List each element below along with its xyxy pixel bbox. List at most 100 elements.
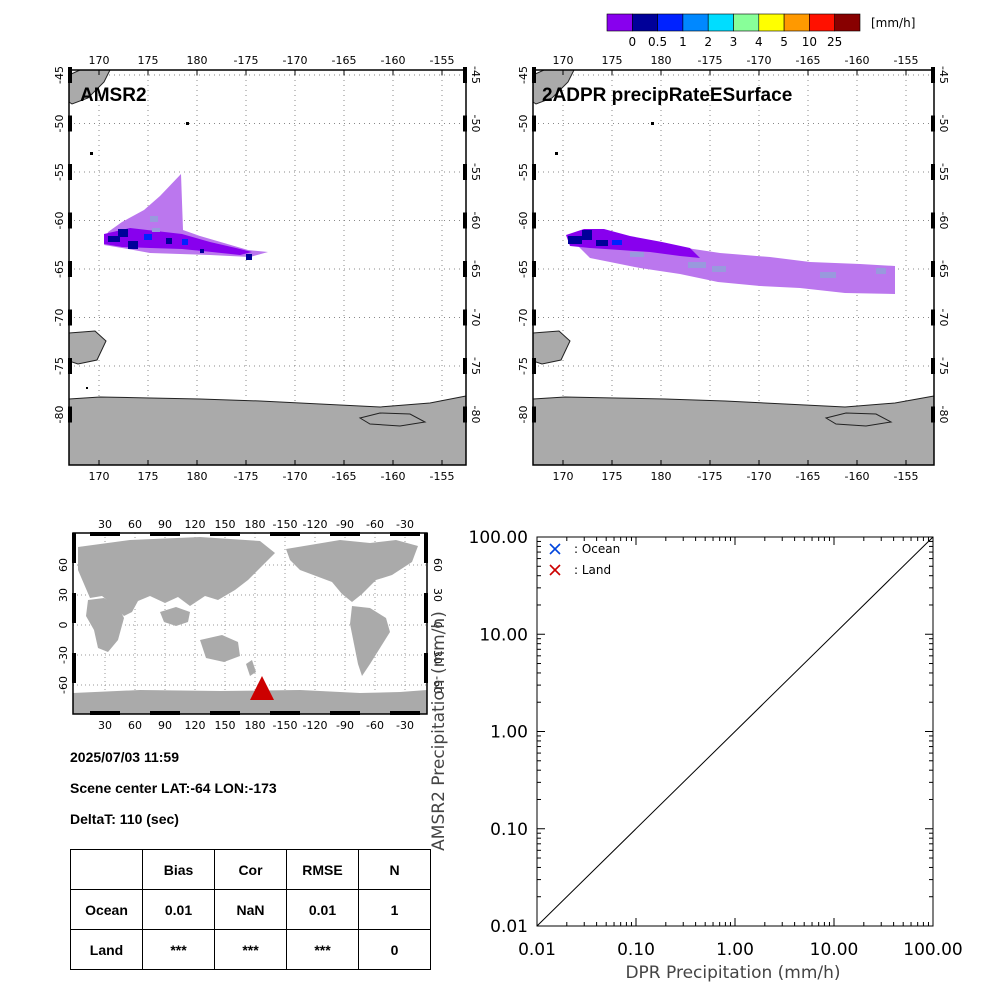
stats-header-cell: RMSE bbox=[286, 849, 359, 890]
y-axis-label: AMSR2 Precipitation (mm/h) bbox=[429, 611, 449, 851]
lon-tick-label: -155 bbox=[430, 470, 455, 483]
dpr-map: 2ADPR precipRateESurface 170 175 180 -175 -1… bbox=[517, 54, 950, 483]
delta-t: DeltaT: 110 (sec) bbox=[70, 811, 179, 827]
stats-header-cell: Cor bbox=[214, 849, 287, 890]
lat-tick-label: -70 bbox=[937, 309, 950, 327]
dpr-precip-swath bbox=[566, 229, 895, 294]
world-lat-tick-label: 30 bbox=[431, 588, 444, 602]
colorbar-label: 0 bbox=[628, 35, 636, 49]
colorbar-label: 2 bbox=[704, 35, 712, 49]
amsr2-map-title: AMSR2 bbox=[80, 85, 147, 106]
stats-cell: 0.01 bbox=[142, 889, 215, 930]
lon-tick-label: -165 bbox=[796, 54, 821, 67]
world-lon-tick-label: -120 bbox=[303, 719, 328, 732]
lat-tick-label: -55 bbox=[517, 163, 530, 181]
scatter-plot: 0.01 0.10 1.00 10.00 100.00 0.01 0.10 1.00 10.0… bbox=[429, 528, 963, 983]
dpr-map-title: 2ADPR precipRateESurface bbox=[542, 85, 792, 106]
world-lon-tick-label: -30 bbox=[396, 518, 414, 531]
stats-cell: 1 bbox=[358, 889, 431, 930]
lon-tick-label: 180 bbox=[651, 54, 672, 67]
lat-tick-label: -60 bbox=[937, 212, 950, 230]
y-tick-label: 0.10 bbox=[490, 820, 528, 840]
world-lon-tick-label: -90 bbox=[336, 719, 354, 732]
world-lon-tick-label: -150 bbox=[273, 518, 298, 531]
colorbar-swatch bbox=[606, 13, 633, 32]
lon-tick-label: -155 bbox=[430, 54, 455, 67]
world-lat-tick-label: 60 bbox=[57, 558, 70, 572]
world-lon-tick-label: 90 bbox=[158, 518, 172, 531]
lat-tick-label: -70 bbox=[469, 309, 482, 327]
lat-tick-label: -45 bbox=[469, 66, 482, 84]
lon-tick-label: 170 bbox=[553, 470, 574, 483]
world-land bbox=[73, 537, 427, 714]
world-lon-tick-label: 30 bbox=[98, 518, 112, 531]
lon-tick-label: -165 bbox=[796, 470, 821, 483]
lon-tick-label: 170 bbox=[89, 54, 110, 67]
lat-tick-label: -45 bbox=[937, 66, 950, 84]
lat-tick-label: -45 bbox=[517, 66, 530, 84]
lon-tick-label: -175 bbox=[234, 470, 259, 483]
world-lat-tick-label: 0 bbox=[431, 622, 444, 629]
world-lon-tick-label: -120 bbox=[303, 518, 328, 531]
lon-tick-label: -170 bbox=[747, 54, 772, 67]
y-tick-label: 100.00 bbox=[469, 528, 528, 548]
stats-header-cell: N bbox=[358, 849, 431, 890]
world-lat-tick-label: 60 bbox=[431, 558, 444, 572]
world-lon-tick-label: -30 bbox=[396, 719, 414, 732]
lon-tick-label: -170 bbox=[283, 470, 308, 483]
colorbar-label: 0.5 bbox=[648, 35, 667, 49]
stats-row-ocean: Ocean 0.01 NaN 0.01 1 bbox=[70, 889, 431, 930]
lat-tick-label: -70 bbox=[517, 309, 530, 327]
stats-cell: Land bbox=[70, 929, 143, 970]
colorbar-swatch bbox=[733, 13, 760, 32]
x-tick-label: 100.00 bbox=[903, 940, 962, 960]
world-lat-tick-label: -60 bbox=[431, 676, 444, 694]
y-tick-label: 1.00 bbox=[490, 723, 528, 743]
colorbar-swatch bbox=[631, 13, 658, 32]
colorbar-label: 3 bbox=[730, 35, 738, 49]
lon-tick-label: -175 bbox=[698, 54, 723, 67]
stats-header-cell bbox=[70, 849, 143, 890]
lat-tick-label: -65 bbox=[53, 260, 66, 278]
world-lon-tick-label: 150 bbox=[215, 719, 236, 732]
world-lon-tick-label: -60 bbox=[366, 719, 384, 732]
x-tick-label: 0.10 bbox=[617, 940, 655, 960]
lat-tick-label: -80 bbox=[53, 406, 66, 424]
lat-tick-label: -65 bbox=[469, 260, 482, 278]
lon-tick-label: 180 bbox=[187, 470, 208, 483]
x-tick-label: 1.00 bbox=[716, 940, 754, 960]
lat-tick-label: -75 bbox=[469, 357, 482, 375]
world-lon-tick-label: -150 bbox=[273, 719, 298, 732]
lon-tick-label: 170 bbox=[89, 470, 110, 483]
antarctica-land bbox=[532, 69, 935, 466]
legend-label: : Land bbox=[574, 563, 611, 577]
lon-tick-label: -160 bbox=[845, 470, 870, 483]
colorbar-swatch bbox=[657, 13, 684, 32]
colorbar-swatch bbox=[682, 13, 709, 32]
colorbar-swatch bbox=[783, 13, 810, 32]
stats-header-cell: Bias bbox=[142, 849, 215, 890]
colorbar-unit: [mm/h] bbox=[871, 16, 915, 30]
legend-marker-stroke bbox=[549, 543, 561, 555]
lon-tick-label: 180 bbox=[187, 54, 208, 67]
stats-row-land: Land *** *** *** 0 bbox=[70, 929, 431, 970]
lon-tick-label: 175 bbox=[602, 470, 623, 483]
lon-tick-label: -165 bbox=[332, 470, 357, 483]
lon-tick-label: 175 bbox=[602, 54, 623, 67]
world-lon-tick-label: 90 bbox=[158, 719, 172, 732]
one-to-one-line bbox=[536, 536, 934, 927]
world-lon-tick-label: -90 bbox=[336, 518, 354, 531]
legend-label: : Ocean bbox=[574, 542, 620, 556]
stats-cell: 0.01 bbox=[286, 889, 359, 930]
colorbar-label: 1 bbox=[679, 35, 687, 49]
amsr2-precip-swath bbox=[104, 174, 268, 260]
stats-cell: 0 bbox=[358, 929, 431, 970]
world-lon-tick-label: 180 bbox=[245, 518, 266, 531]
lat-tick-label: -75 bbox=[517, 357, 530, 375]
stats-header-row: Bias Cor RMSE N bbox=[70, 849, 431, 890]
lon-tick-label: -160 bbox=[845, 54, 870, 67]
amsr2-map: AMSR2 170 175 180 -175 -170 -165 -160 -155 170 17… bbox=[53, 54, 482, 483]
stats-cell: *** bbox=[142, 929, 215, 970]
stats-cell: Ocean bbox=[70, 889, 143, 930]
y-tick-label: 10.00 bbox=[479, 625, 528, 645]
